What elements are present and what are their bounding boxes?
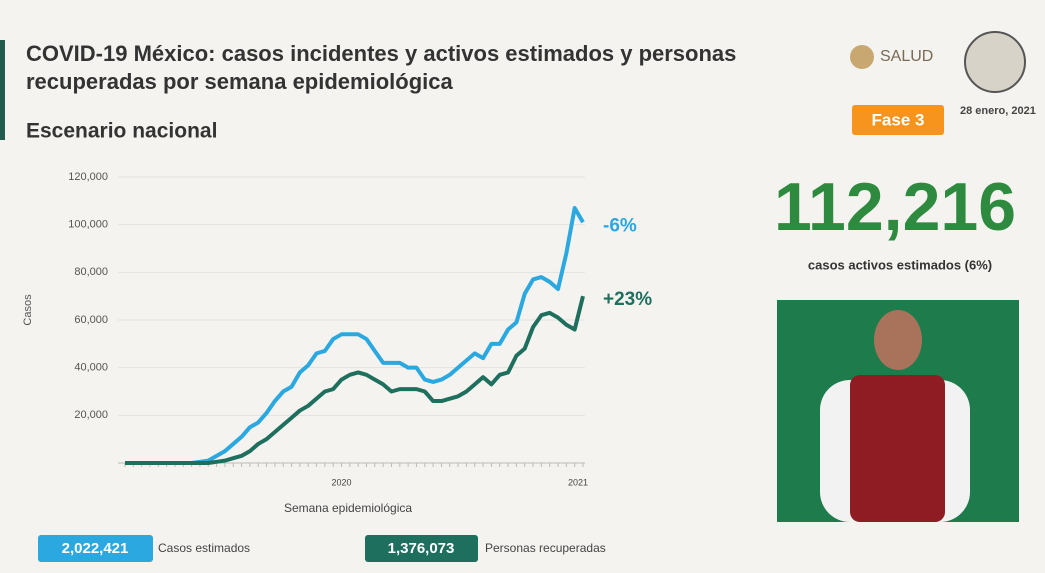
y-tick-label: 20,000	[74, 409, 108, 421]
annotation: -6%	[603, 215, 637, 236]
badge-bg	[852, 105, 944, 135]
y-tick-label: 40,000	[74, 362, 108, 374]
logo: SALUD	[880, 48, 933, 65]
year-logo	[964, 31, 1026, 93]
series-line	[125, 295, 585, 465]
annotation: +23%	[603, 289, 652, 310]
interpreter-vest	[850, 375, 945, 522]
date-box: 28 enero, 2021	[960, 105, 1036, 117]
series-line	[125, 205, 585, 465]
interpreter-head	[874, 310, 922, 370]
title: COVID-19 México: casos incidentes y acti…	[26, 41, 737, 94]
badge: Fase 3	[872, 110, 925, 129]
legend-label: Casos estimados	[158, 541, 250, 555]
legend-label: Personas recuperadas	[485, 541, 606, 555]
y-tick-label: 120,000	[68, 171, 108, 183]
y-tick-label: 100,000	[68, 219, 108, 231]
legend-box	[365, 535, 478, 562]
y-tick-label: 80,000	[74, 266, 108, 278]
subtitle: Escenario nacional	[26, 120, 217, 143]
y-tick-label: 60,000	[74, 314, 108, 326]
summary-caption: casos activos estimados (6%)	[808, 257, 992, 272]
legend-box	[38, 535, 153, 562]
legend-total: 2,022,421	[62, 540, 129, 557]
date: 28 enero, 2021	[960, 105, 1036, 117]
accent-bar	[0, 40, 5, 140]
legend-total: 1,376,073	[388, 540, 455, 557]
x-axis-label: Semana epidemiológica	[284, 501, 412, 515]
x-tick-label: 2020	[331, 477, 351, 487]
y-axis-label: Casos	[22, 294, 34, 326]
x-tick-label: 2021	[568, 477, 588, 487]
summary-value: 112,216	[774, 169, 1016, 245]
logo-icon	[850, 45, 874, 69]
